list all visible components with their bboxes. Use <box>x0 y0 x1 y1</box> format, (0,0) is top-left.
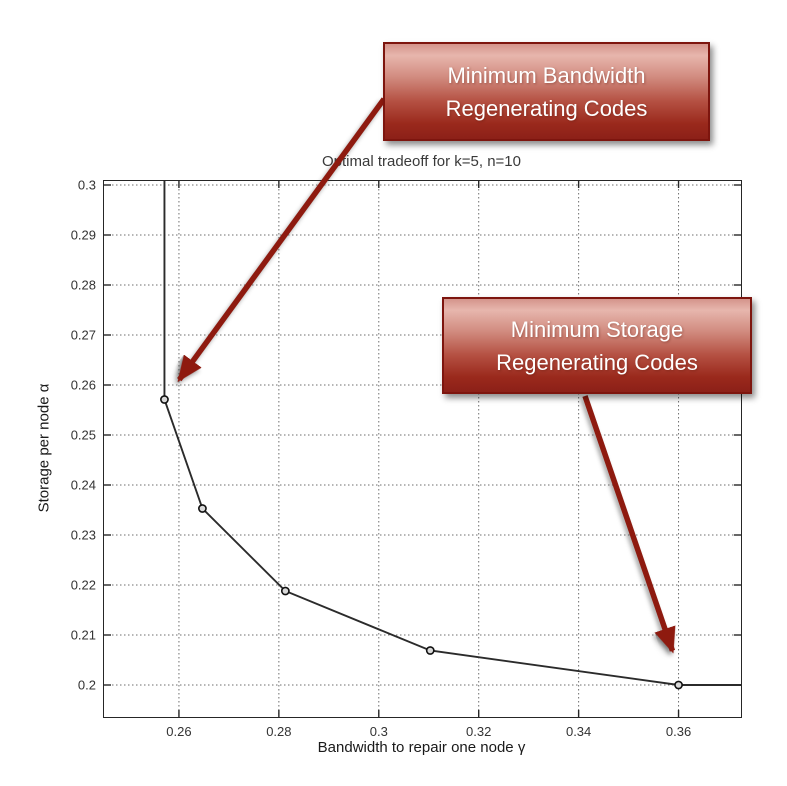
y-tick-label: 0.26 <box>70 377 96 393</box>
x-axis-label: Bandwidth to repair one node γ <box>317 739 526 756</box>
data-point-marker <box>674 680 683 690</box>
x-tick-label: 0.32 <box>466 724 492 739</box>
data-point-marker <box>280 586 290 596</box>
data-point-marker <box>425 646 435 655</box>
callout-mbr-line2: Regenerating Codes <box>445 95 648 121</box>
y-axis-label: Storage per node α <box>35 383 53 513</box>
y-tick-label: 0.28 <box>70 277 96 293</box>
callout-msr-line1: Minimum Storage <box>510 316 684 342</box>
y-tick-label: 0.22 <box>70 577 96 593</box>
y-tick-label: 0.27 <box>70 327 96 343</box>
callout-minimum-bandwidth: Minimum Bandwidth Regenerating Codes <box>383 42 710 141</box>
callout-msr-line2: Regenerating Codes <box>496 349 698 375</box>
callout-mbr-line1: Minimum Bandwidth <box>447 62 646 88</box>
x-tick-label: 0.34 <box>565 724 592 739</box>
chart-title: Optimal tradeoff for k=5, n=10 <box>321 153 521 170</box>
x-tick-label: 0.28 <box>266 724 292 739</box>
x-tick-label: 0.3 <box>369 724 388 739</box>
y-tick-label: 0.25 <box>70 427 96 443</box>
x-tick-label: 0.36 <box>665 724 692 739</box>
y-tick-label: 0.29 <box>70 227 96 243</box>
callout-minimum-storage: Minimum Storage Regenerating Codes <box>442 297 752 394</box>
plot-area: 0.26 0.28 0.3 0.32 0.34 0.36 0.2 0.21 0.22 0.23 0.… <box>71 178 742 739</box>
x-tick-label: 0.26 <box>166 724 192 739</box>
y-tick-label: 0.2 <box>77 677 96 693</box>
y-tick-label: 0.3 <box>77 177 96 193</box>
y-tick-label: 0.23 <box>70 527 96 543</box>
tradeoff-curve <box>163 181 741 686</box>
data-point-marker <box>160 395 169 404</box>
y-tick-label: 0.24 <box>70 477 96 493</box>
y-tick-label: 0.21 <box>70 627 96 643</box>
data-point-marker <box>198 504 207 513</box>
plot-svg <box>104 181 741 717</box>
